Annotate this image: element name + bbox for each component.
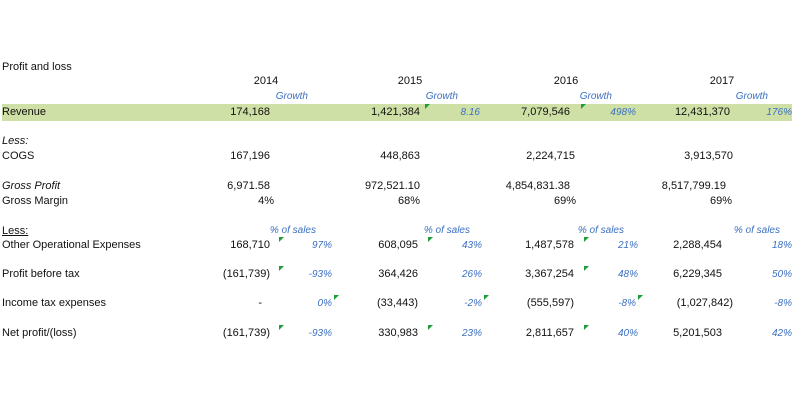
cell-net-profit[interactable]: (161,739): [222, 327, 270, 339]
cell-revenue[interactable]: 1,421,384: [371, 106, 420, 118]
cell-gross-margin[interactable]: 4%: [258, 195, 274, 207]
cell-opex[interactable]: 1,487,578: [525, 239, 574, 251]
section-label-less: Less:: [2, 225, 29, 237]
row-label-opex: Other Operational Expenses: [2, 239, 141, 251]
cell-gross-margin[interactable]: 69%: [553, 195, 576, 207]
pct-of-sales-label: % of sales: [423, 225, 470, 236]
cell-cogs[interactable]: 3,913,570: [684, 150, 733, 162]
cell-revenue[interactable]: 12,431,370: [674, 106, 730, 118]
pct-value[interactable]: 40%: [617, 328, 638, 339]
pct-value[interactable]: -93%: [308, 269, 332, 280]
comment-marker-icon[interactable]: [279, 325, 284, 330]
pct-of-sales-label: % of sales: [577, 225, 624, 236]
cell-revenue[interactable]: 174,168: [230, 106, 270, 118]
comment-marker-icon[interactable]: [484, 295, 489, 300]
growth-label: Growth: [579, 91, 612, 102]
comment-marker-icon[interactable]: [584, 325, 589, 330]
pct-value[interactable]: 43%: [461, 240, 482, 251]
pct-value[interactable]: 48%: [617, 269, 638, 280]
pct-value[interactable]: -93%: [308, 328, 332, 339]
cell-cogs[interactable]: 167,196: [230, 150, 270, 162]
growth-label: Growth: [425, 91, 458, 102]
cell-opex[interactable]: 2,288,454: [673, 239, 722, 251]
cell-pbt[interactable]: (161,739): [222, 268, 270, 280]
growth-label: Growth: [735, 91, 768, 102]
pct-value[interactable]: 21%: [617, 240, 638, 251]
pct-value[interactable]: 0%: [317, 298, 332, 309]
cell-tax[interactable]: (1,027,842): [676, 297, 733, 309]
cell-gross-margin[interactable]: 69%: [709, 195, 732, 207]
cell-tax[interactable]: (33,443): [377, 297, 418, 309]
growth-value[interactable]: 8.16: [460, 107, 480, 118]
comment-marker-icon[interactable]: [334, 295, 339, 300]
pct-value[interactable]: 23%: [461, 328, 482, 339]
row-label-revenue: Revenue: [2, 106, 47, 118]
pct-value[interactable]: -2%: [464, 298, 482, 309]
row-label-gross-margin: Gross Margin: [2, 195, 69, 207]
comment-marker-icon[interactable]: [428, 325, 433, 330]
comment-marker-icon[interactable]: [428, 237, 433, 242]
cell-tax[interactable]: -: [258, 297, 262, 309]
cell-gross-profit[interactable]: 8,517,799.19: [661, 180, 726, 192]
comment-marker-icon[interactable]: [279, 266, 284, 271]
revenue-highlight-band: [2, 104, 792, 121]
cell-cogs[interactable]: 2,224,715: [526, 150, 575, 162]
growth-value[interactable]: 498%: [610, 107, 636, 118]
comment-marker-icon[interactable]: [581, 104, 586, 109]
growth-value[interactable]: 176%: [766, 107, 792, 118]
section-label-less: Less:: [2, 135, 29, 147]
pct-value[interactable]: 26%: [461, 269, 482, 280]
comment-marker-icon[interactable]: [279, 237, 284, 242]
cell-gross-profit[interactable]: 972,521.10: [364, 180, 420, 192]
cell-net-profit[interactable]: 5,201,503: [673, 327, 722, 339]
cell-revenue[interactable]: 7,079,546: [521, 106, 570, 118]
cell-net-profit[interactable]: 2,811,657: [525, 327, 574, 339]
sheet-title: Profit and loss: [2, 61, 72, 73]
pct-value[interactable]: -8%: [774, 298, 792, 309]
cell-net-profit[interactable]: 330,983: [378, 327, 418, 339]
pct-of-sales-label: % of sales: [269, 225, 316, 236]
growth-label: Growth: [275, 91, 308, 102]
pct-value[interactable]: 97%: [311, 240, 332, 251]
row-label-tax: Income tax expenses: [2, 297, 106, 309]
pct-of-sales-label: % of sales: [733, 225, 780, 236]
cell-pbt[interactable]: 6,229,345: [673, 268, 722, 280]
year-header: 2015: [397, 75, 423, 87]
year-header: 2017: [709, 75, 735, 87]
cell-gross-profit[interactable]: 4,854,831.38: [505, 180, 570, 192]
row-label-gross-profit: Gross Profit: [2, 180, 61, 192]
cell-opex[interactable]: 168,710: [230, 239, 270, 251]
year-header: 2014: [253, 75, 279, 87]
comment-marker-icon[interactable]: [638, 295, 643, 300]
cell-cogs[interactable]: 448,863: [380, 150, 420, 162]
cell-pbt[interactable]: 3,367,254: [525, 268, 574, 280]
row-label-cogs: COGS: [2, 150, 35, 162]
cell-opex[interactable]: 608,095: [378, 239, 418, 251]
comment-marker-icon[interactable]: [584, 266, 589, 271]
row-label-net-profit: Net profit/(loss): [2, 327, 77, 339]
pct-value[interactable]: 18%: [771, 240, 792, 251]
pct-value[interactable]: -8%: [618, 298, 636, 309]
comment-marker-icon[interactable]: [584, 237, 589, 242]
cell-tax[interactable]: (555,597): [526, 297, 574, 309]
comment-marker-icon[interactable]: [425, 104, 430, 109]
year-header: 2016: [553, 75, 579, 87]
cell-gross-margin[interactable]: 68%: [397, 195, 420, 207]
pct-value[interactable]: 50%: [771, 269, 792, 280]
pct-value[interactable]: 42%: [771, 328, 792, 339]
cell-gross-profit[interactable]: 6,971.58: [227, 180, 270, 192]
row-label-pbt: Profit before tax: [2, 268, 80, 280]
cell-pbt[interactable]: 364,426: [378, 268, 418, 280]
